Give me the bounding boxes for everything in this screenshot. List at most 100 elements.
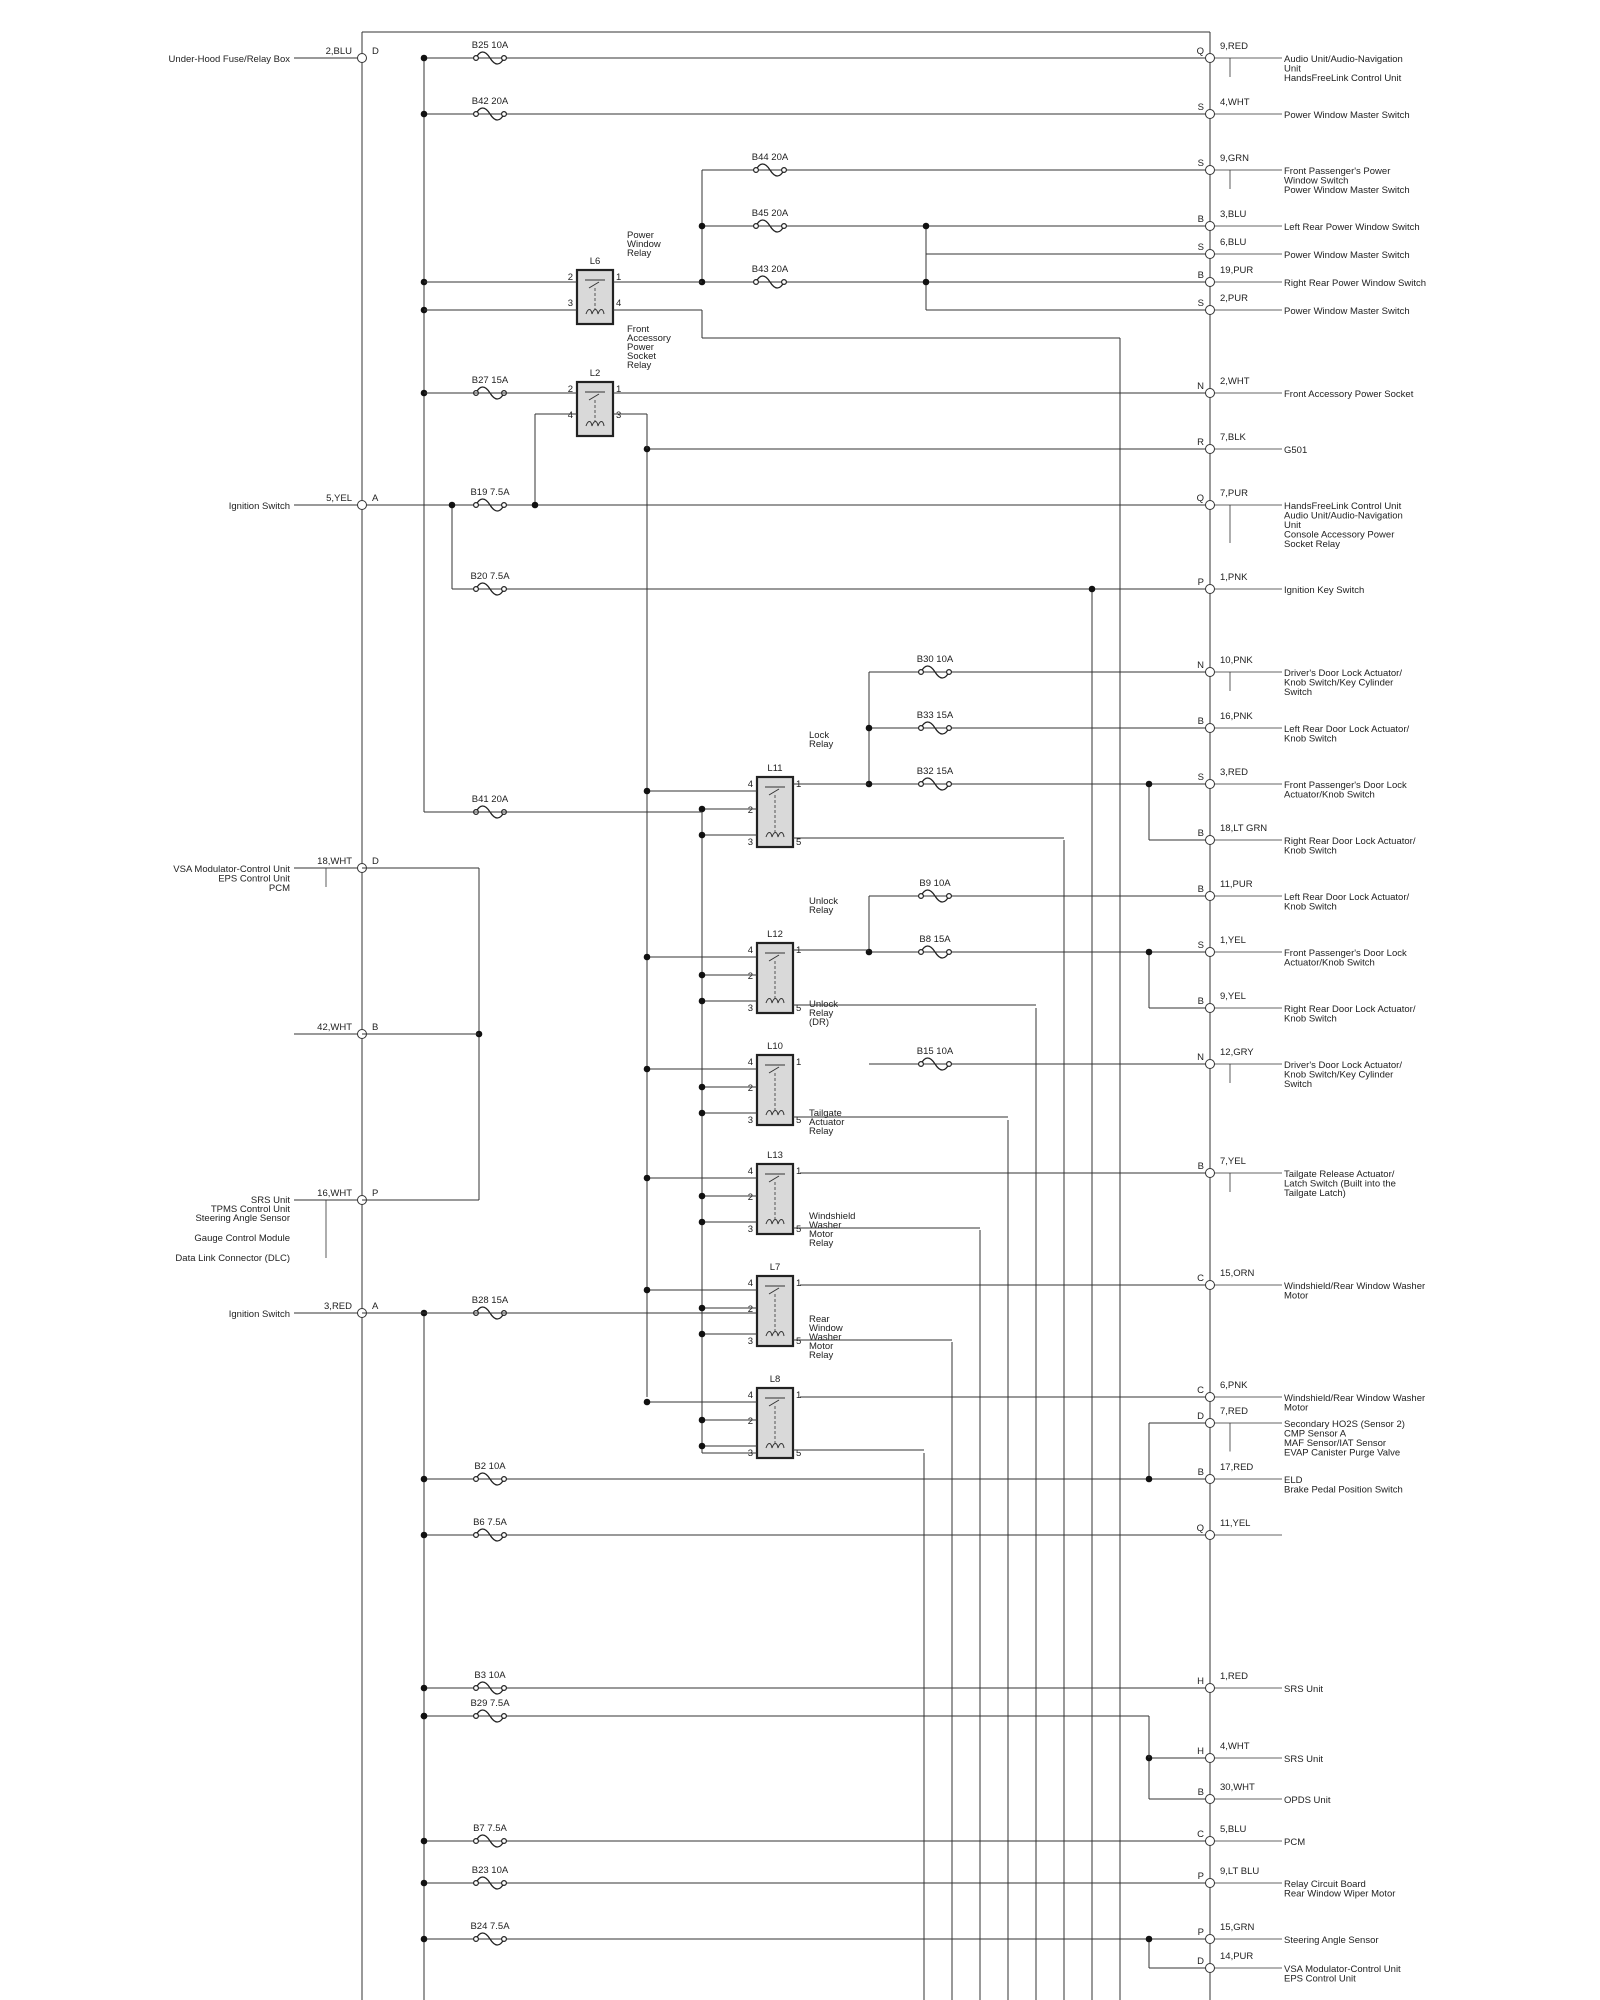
destination-text: Actuator/Knob Switch [1284, 958, 1375, 969]
fuse-b9: B9 10A [917, 878, 952, 903]
junction-dot [420, 1531, 428, 1539]
fuse-label: B33 15A [917, 710, 954, 721]
relay-caption: Relay [627, 248, 652, 259]
fuse-label: B44 20A [752, 152, 789, 163]
connector-pin [1205, 1059, 1215, 1069]
pin-letter: S [1198, 158, 1204, 169]
source-label: Ignition Switch [229, 1309, 290, 1320]
destination-label: Steering Angle Sensor [1284, 1935, 1379, 1946]
wire-label: 9,LT BLU [1220, 1866, 1259, 1877]
fuse-label: B24 7.5A [470, 1921, 510, 1932]
relay-caption: Socket [627, 351, 656, 362]
connector-pin [1205, 444, 1215, 454]
destination-label: Left Rear Door Lock Actuator/Knob Switch [1284, 724, 1410, 745]
wire-label: 1,YEL [1220, 935, 1246, 946]
pin-letter: D [1197, 1411, 1204, 1422]
relay-id: L2 [590, 368, 601, 379]
fuse-label: B19 7.5A [470, 487, 510, 498]
fuse-b23: B23 10A [472, 1865, 509, 1890]
relay-pin: 4 [616, 298, 621, 309]
connector-pin [1205, 947, 1215, 957]
relay-id: L6 [590, 256, 601, 267]
destination-label: Left Rear Door Lock Actuator/Knob Switch [1284, 892, 1410, 913]
relay-pin: 4 [568, 410, 573, 421]
relay-caption: Washer [809, 1332, 841, 1343]
destination-text: HandsFreeLink Control Unit [1284, 501, 1402, 512]
fuse-label: B7 7.5A [473, 1823, 507, 1834]
junction-dot [531, 501, 539, 509]
pin-letter: B [1198, 828, 1204, 839]
fuse-b8: B8 15A [917, 934, 952, 959]
destination-text: Knob Switch [1284, 902, 1337, 913]
fuse-b41: B41 20A [472, 794, 509, 819]
junction-dot [420, 1935, 428, 1943]
source-text: Data Link Connector (DLC) [175, 1253, 290, 1264]
junction-dot [698, 1442, 706, 1450]
fuse-label: B25 10A [472, 40, 509, 51]
relay-pin: 4 [748, 1057, 753, 1068]
destination-text: Knob Switch/Key Cylinder [1284, 678, 1393, 689]
wire-label: 5,BLU [1220, 1824, 1247, 1835]
fuse-b19: B19 7.5A [470, 487, 510, 512]
destination-text: Knob Switch [1284, 1014, 1337, 1025]
destination-text: VSA Modulator-Control Unit [1284, 1964, 1401, 1975]
junction-dot [698, 997, 706, 1005]
wire-label: 17,RED [1220, 1462, 1253, 1473]
connector-pin [1205, 667, 1215, 677]
fuse-b45: B45 20A [752, 208, 789, 233]
pin-letter: P [1198, 577, 1204, 588]
relay-pin: 2 [568, 272, 573, 283]
destination-text: Actuator/Knob Switch [1284, 790, 1375, 801]
pin-letter: A [372, 1301, 379, 1312]
destination-text: Right Rear Power Window Switch [1284, 278, 1426, 289]
destination-text: EPS Control Unit [1284, 1974, 1356, 1985]
relay-pin: 4 [748, 1278, 753, 1289]
pin-letter: B [1198, 716, 1204, 727]
destination-label: SRS Unit [1284, 1754, 1323, 1765]
relay-caption: (DR) [809, 1017, 829, 1028]
pin-letter: P [372, 1188, 378, 1199]
destination-label: Driver's Door Lock Actuator/Knob Switch/… [1284, 1060, 1402, 1090]
connector-pin [1205, 584, 1215, 594]
pin-letter: S [1198, 298, 1204, 309]
junction-dot [420, 1837, 428, 1845]
connector-pin [1205, 1168, 1215, 1178]
connector-pin [1205, 1878, 1215, 1888]
wire-label: 6,BLU [1220, 237, 1247, 248]
destination-text: Switch [1284, 687, 1312, 698]
relay-pin: 3 [616, 410, 621, 421]
relay-pin: 4 [748, 1166, 753, 1177]
pin-letter: D [1197, 1956, 1204, 1967]
destination-text: Windshield/Rear Window Washer [1284, 1281, 1425, 1292]
pin-letter: R [1197, 437, 1204, 448]
connector-pin [1205, 1474, 1215, 1484]
junction-dot [922, 222, 930, 230]
connector-pin [1205, 891, 1215, 901]
destination-label: Ignition Key Switch [1284, 585, 1364, 596]
relay-pin: 1 [796, 1166, 801, 1177]
destination-text: Latch Switch (Built into the [1284, 1179, 1396, 1190]
junction-dot [698, 1416, 706, 1424]
relay-pin: 2 [748, 1083, 753, 1094]
fuse-label: B20 7.5A [470, 571, 510, 582]
relay-caption: Relay [627, 360, 652, 371]
junction-dot [698, 1109, 706, 1117]
wire-label: 7,PUR [1220, 488, 1248, 499]
relay-pin: 4 [748, 1390, 753, 1401]
source-text: VSA Modulator-Control Unit [173, 864, 290, 875]
connector-pin [1205, 1794, 1215, 1804]
wire-label: 9,GRN [1220, 153, 1249, 164]
junction-dot [420, 54, 428, 62]
relay-id: L11 [767, 763, 782, 774]
source-text: Ignition Switch [229, 501, 290, 512]
wire-label: 4,WHT [1220, 1741, 1250, 1752]
pin-letter: P [1198, 1927, 1204, 1938]
relay-pin: 1 [616, 384, 621, 395]
source-text: PCM [269, 883, 290, 894]
